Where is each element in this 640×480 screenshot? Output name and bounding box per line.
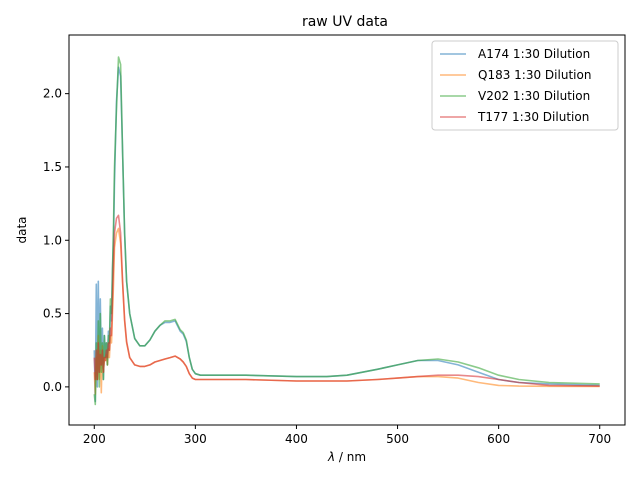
y-axis-label: data (15, 216, 29, 243)
x-axis-label-symbol: λ (327, 450, 335, 464)
y-tick-label: 2.0 (43, 87, 62, 101)
x-tick-label: 700 (588, 432, 611, 446)
legend-label-0: A174 1:30 Dilution (478, 47, 590, 61)
series-line-3 (93, 214, 600, 387)
plot-frame (68, 34, 626, 426)
y-tick-label: 1.5 (43, 160, 62, 174)
x-tick-label: 400 (285, 432, 308, 446)
series-line-2 (93, 56, 600, 406)
x-axis-label-unit: / nm (335, 450, 366, 464)
legend-label-2: V202 1:30 Dilution (478, 89, 590, 103)
y-tick-label: 0.0 (43, 380, 62, 394)
y-tick-label: 0.5 (43, 307, 62, 321)
x-axis: 200 300 400 500 600 700 (83, 425, 611, 446)
x-tick-label: 300 (184, 432, 207, 446)
x-tick-label: 200 (83, 432, 106, 446)
x-tick-label: 500 (386, 432, 409, 446)
chart-title: raw UV data (302, 14, 388, 30)
y-tick-label: 1.0 (43, 233, 62, 247)
series-layer (93, 56, 600, 406)
x-tick-label: 600 (487, 432, 510, 446)
x-axis-label: λ / nm (327, 450, 366, 464)
y-axis: 0.0 0.5 1.0 1.5 2.0 (43, 87, 69, 394)
legend-box (431, 40, 619, 131)
legend-label-1: Q183 1:30 Dilution (478, 68, 591, 82)
legend-label-3: T177 1:30 Dilution (477, 110, 589, 124)
legend: A174 1:30 Dilution Q183 1:30 Dilution V202… (431, 40, 619, 131)
